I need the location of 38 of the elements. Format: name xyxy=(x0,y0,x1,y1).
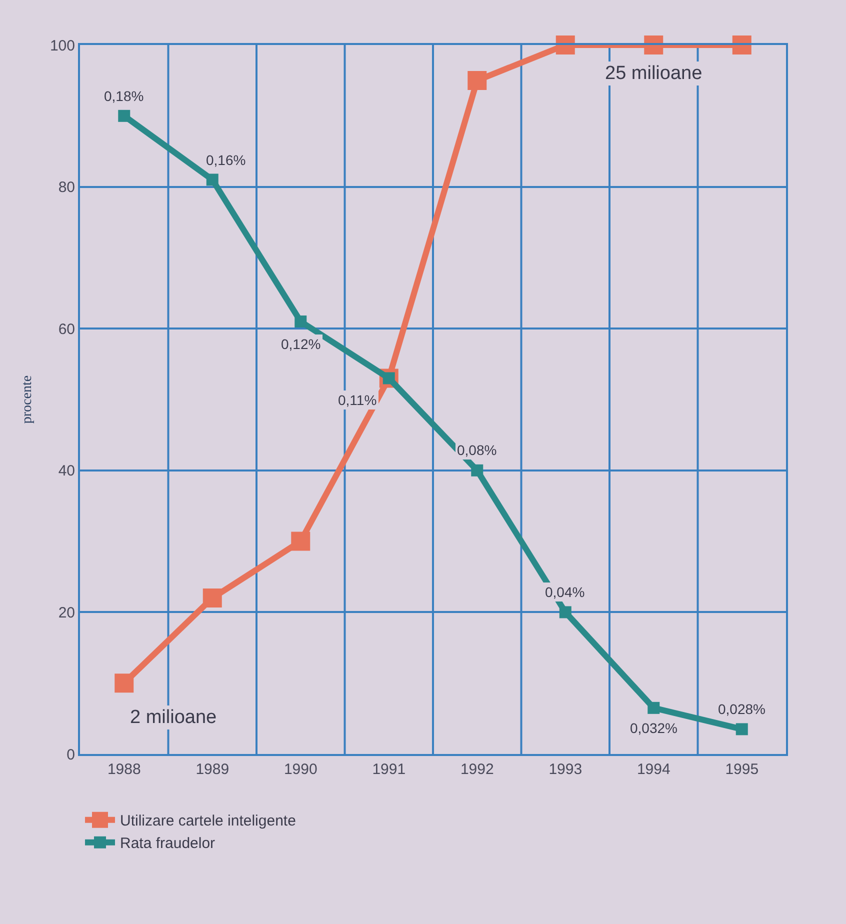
annotation: 0,18% xyxy=(104,88,144,104)
x-tick-label: 1993 xyxy=(548,761,582,778)
point xyxy=(736,723,748,736)
x-tick-label: 1989 xyxy=(196,761,230,778)
y-tick-label: 20 xyxy=(58,604,75,622)
legend-label: Rata fraudelor xyxy=(120,835,216,852)
x-tick-label: 1994 xyxy=(636,761,670,778)
point xyxy=(468,70,487,90)
point xyxy=(206,174,218,186)
point xyxy=(294,316,307,328)
point xyxy=(202,588,222,608)
annotation: 0,028% xyxy=(718,701,766,717)
point xyxy=(118,110,130,122)
point xyxy=(114,674,134,693)
annotation: 2 milioane xyxy=(130,707,217,728)
y-tick-label: 0 xyxy=(66,746,75,764)
point xyxy=(471,464,484,476)
x-tick-label: 1995 xyxy=(725,761,759,778)
y-tick-label: 60 xyxy=(58,320,75,338)
y-tick-label: 80 xyxy=(58,179,75,196)
point xyxy=(559,606,572,618)
x-tick-label: 1990 xyxy=(284,761,318,778)
x-tick-label: 1991 xyxy=(372,761,406,778)
annotation: 25 milioane xyxy=(605,63,702,84)
y-tick-label: 40 xyxy=(58,462,75,480)
point xyxy=(648,702,660,714)
y-axis-title: procente xyxy=(20,375,36,424)
annotation: 0,12% xyxy=(281,336,321,352)
legend-label: Utilizare cartele inteligente xyxy=(120,812,296,830)
y-tick-label: 100 xyxy=(50,37,75,54)
annotation: 0,11% xyxy=(338,392,377,408)
point xyxy=(291,532,310,551)
annotation: 0,032% xyxy=(630,720,678,736)
x-tick-label: 1992 xyxy=(460,761,494,778)
annotation: 0,16% xyxy=(206,152,246,168)
annotation: 0,08% xyxy=(457,442,497,458)
annotation: 0,04% xyxy=(545,584,585,600)
x-tick-label: 1988 xyxy=(107,761,141,778)
